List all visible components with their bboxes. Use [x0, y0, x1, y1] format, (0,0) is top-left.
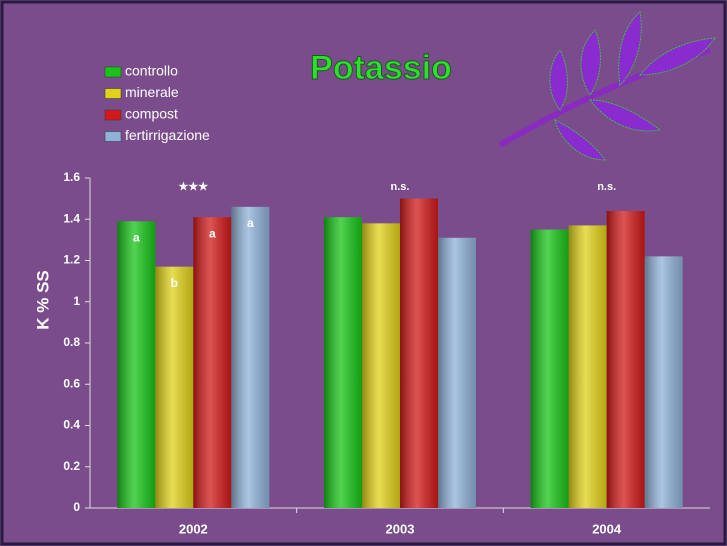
bar-shade [644, 256, 683, 508]
y-axis-label: K % SS [33, 270, 52, 330]
chart-title: Potassio [310, 49, 452, 87]
x-tick-label: 2003 [386, 521, 415, 536]
legend-label: controllo [125, 63, 178, 79]
y-tick-label: 1 [73, 294, 80, 308]
bar-shade [155, 266, 194, 508]
group-label: n.s. [391, 181, 410, 193]
group-label: ★★★ [179, 181, 209, 193]
x-tick-label: 2004 [592, 521, 622, 536]
y-tick-label: 0 [73, 500, 80, 514]
legend-label: fertirrigazione [125, 127, 210, 143]
x-tick-label: 2002 [179, 521, 208, 536]
significance-letter: a [133, 230, 140, 244]
y-tick-label: 0.4 [63, 418, 80, 432]
legend-label: minerale [125, 84, 179, 100]
legend-label: compost [125, 106, 178, 122]
bar-shade [324, 217, 362, 508]
bar-shade [568, 225, 607, 508]
y-tick-label: 1.6 [63, 170, 80, 184]
leaf-decoration [498, 11, 717, 161]
legend-swatch [104, 66, 122, 78]
bar-shade [606, 211, 645, 508]
significance-letter: b [171, 276, 178, 290]
legend-swatch [104, 88, 122, 99]
bar-shade [362, 223, 400, 508]
bar-shade [438, 237, 476, 508]
bar-shade [400, 198, 438, 508]
bar-shade [231, 206, 270, 508]
significance-letter: a [247, 216, 254, 230]
y-tick-label: 1.4 [63, 211, 80, 225]
y-tick-label: 0.6 [63, 376, 80, 390]
bar-shade [193, 217, 232, 508]
legend-swatch [104, 131, 122, 142]
y-tick-label: 0.2 [63, 459, 80, 473]
bar-shade [530, 229, 569, 508]
y-tick-label: 1.2 [63, 253, 80, 267]
bar-shade [117, 221, 156, 508]
significance-letter: a [209, 226, 216, 240]
y-tick-label: 0.8 [63, 335, 80, 349]
legend-swatch [104, 109, 122, 121]
group-label: n.s. [597, 181, 616, 193]
